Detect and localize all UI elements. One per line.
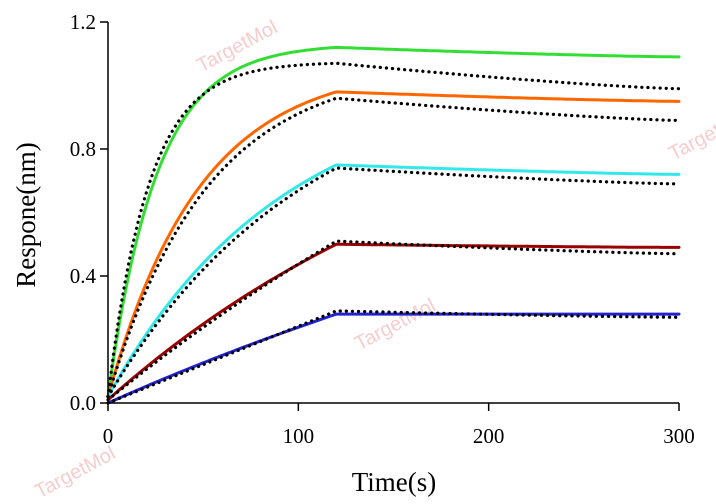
watermark-text: TargetMol xyxy=(351,294,439,355)
fit-curve-7 xyxy=(106,239,681,402)
y-tick-label: 1.2 xyxy=(70,10,96,34)
measured-curve-2 xyxy=(106,90,681,399)
x-axis-label: Time(s) xyxy=(352,467,437,497)
y-tick-label: 0.8 xyxy=(70,137,96,161)
y-axis-label: Respone(nm) xyxy=(11,142,41,287)
measured-curve-8 xyxy=(106,312,681,405)
watermark-text: TargetMol xyxy=(665,104,716,165)
fit-curve-9 xyxy=(106,309,681,405)
y-tick-label: 0.4 xyxy=(70,264,97,288)
x-tick-label: 0 xyxy=(103,424,114,448)
x-tick-label: 200 xyxy=(473,424,505,448)
y-tick-label: 0.0 xyxy=(70,391,96,415)
watermark: TargetMol xyxy=(665,104,716,165)
axes xyxy=(107,22,679,404)
x-tick-label: 300 xyxy=(663,424,695,448)
watermark: TargetMol xyxy=(351,294,439,355)
watermark: TargetMol xyxy=(31,442,119,503)
curves-layer xyxy=(106,45,681,405)
fit-curve-3 xyxy=(106,96,681,399)
fit-curve-5 xyxy=(106,166,681,399)
ticks-layer: 0.0 0.4 0.8 1.2 0 100 200 300 xyxy=(70,10,695,448)
fit-curve-1 xyxy=(106,61,681,399)
x-tick-label: 100 xyxy=(283,424,315,448)
measured-curve-4 xyxy=(106,163,681,399)
watermark-text: TargetMol xyxy=(31,442,119,503)
